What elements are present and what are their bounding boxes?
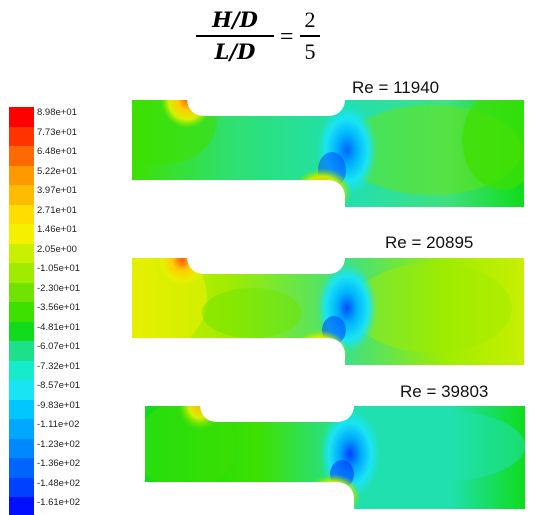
legend-tick-label: -1.36e+02 — [37, 458, 81, 469]
legend-tick-label: 3.97e+01 — [37, 185, 77, 196]
legend-tick-label: -4.81e+01 — [37, 321, 81, 333]
contour-panel-1 — [132, 100, 524, 207]
legend-tick-label: 2.71e+01 — [37, 204, 77, 216]
contour-panel-2 — [132, 258, 524, 365]
legend-swatch — [9, 341, 34, 361]
legend-swatch — [9, 185, 34, 205]
legend-tick-label: -1.05e+01 — [37, 263, 81, 274]
legend-tick-label: -9.83e+01 — [37, 399, 81, 411]
legend-swatch — [9, 419, 34, 439]
legend-tick-label: 8.98e+01 — [37, 107, 77, 118]
legend-swatch — [9, 146, 34, 166]
formula-right-denominator: 5 — [304, 38, 316, 64]
legend-swatch — [9, 165, 34, 185]
legend-tick-label: 6.48e+01 — [37, 146, 77, 157]
legend-swatch — [9, 302, 34, 322]
legend-swatch — [9, 107, 34, 127]
legend-tick-label: -7.32e+01 — [37, 360, 81, 372]
legend-swatch — [9, 438, 34, 458]
legend-swatch — [9, 399, 34, 419]
color-legend: 8.98e+01 7.73e+01 6.48e+01 5.22e+01 3.97e+01… — [9, 107, 109, 515]
legend-tick-label: 2.05e+00 — [37, 243, 77, 255]
legend-swatch — [9, 243, 34, 263]
formula-right-numerator: 2 — [304, 7, 316, 32]
legend-swatch — [9, 380, 34, 400]
fraction-bar — [196, 35, 274, 37]
legend-tick-label: -1.61e+02 — [37, 497, 81, 508]
legend-swatch — [9, 360, 34, 380]
legend-tick-label: -6.07e+01 — [37, 341, 81, 352]
formula-left-denominator: L/D — [214, 38, 256, 64]
legend-tick-label: -1.48e+02 — [37, 477, 81, 489]
legend-tick-label: 7.73e+01 — [37, 126, 77, 138]
fraction-bar — [300, 35, 320, 37]
legend-swatch — [9, 477, 34, 497]
legend-swatch — [9, 204, 34, 224]
aspect-ratio-formula: H/D L/D = 2 5 — [196, 8, 356, 78]
re-label-panel-1: Re = 11940 — [352, 78, 440, 97]
formula-equals-sign: = — [280, 24, 294, 50]
re-label-panel-3: Re = 39803 — [400, 382, 489, 401]
legend-tick-label: -3.56e+01 — [37, 302, 81, 313]
formula-right-fraction: 2 5 — [300, 8, 320, 64]
legend-tick-label: 1.46e+01 — [37, 224, 77, 235]
formula-left-fraction: H/D L/D — [196, 8, 274, 64]
legend-swatch — [9, 224, 34, 244]
legend-swatch — [9, 321, 34, 341]
legend-tick-label: -8.57e+01 — [37, 380, 81, 391]
formula-left-numerator: H/D — [212, 7, 258, 32]
legend-swatch — [9, 458, 34, 478]
legend-tick-label: 5.22e+01 — [37, 165, 77, 177]
re-label-panel-2: Re = 20895 — [385, 233, 474, 252]
contour-panel-3 — [145, 406, 525, 509]
legend-swatch — [9, 282, 34, 302]
legend-swatch — [9, 126, 34, 146]
legend-tick-label: -1.11e+02 — [37, 419, 80, 430]
legend-swatch — [9, 497, 34, 515]
legend-tick-label: -2.30e+01 — [37, 282, 81, 294]
legend-swatch — [9, 263, 34, 283]
legend-tick-label: -1.23e+02 — [37, 438, 81, 450]
